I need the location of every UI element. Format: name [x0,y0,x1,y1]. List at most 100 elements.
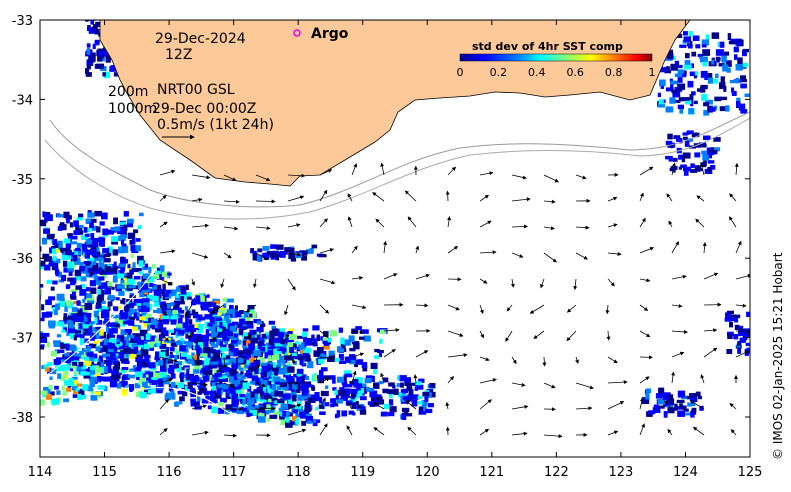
sst-cell [120,256,124,262]
sst-cell [231,377,238,384]
sst-cell [425,408,433,414]
sst-cell [107,229,114,235]
sst-cell [660,84,664,89]
sst-cell [80,370,86,376]
sst-cell [702,154,709,161]
sst-cell [117,227,125,234]
sst-cell [63,238,71,244]
sst-cell [240,354,246,358]
sst-cell [81,348,86,353]
sst-cell [683,36,691,42]
sst-cell [127,232,136,239]
sst-cell [162,346,167,352]
sst-cell [429,383,436,388]
sst-cell [197,314,203,321]
sst-cell [249,366,258,372]
sst-cell [266,417,270,422]
sst-cell [701,44,707,48]
sst-cell [102,72,106,77]
sst-cell [294,341,299,345]
sst-cell [666,49,673,55]
contour-1000m [44,117,750,220]
sst-cell [212,324,218,331]
sst-cell [167,272,172,276]
sst-cell [370,362,378,369]
sst-cell [244,336,252,340]
sst-cell [355,326,362,331]
sst-cell [318,254,327,258]
sst-cell [252,253,257,261]
sst-cell [380,329,387,335]
sst-cell [122,283,129,289]
sst-cell [102,228,109,236]
current-vector [703,347,718,358]
sst-cell [688,108,695,115]
x-tick-label: 118 [286,465,311,480]
sst-cell [689,71,698,77]
sst-cell [79,265,86,272]
sst-cell [260,371,265,379]
current-vector [319,304,330,314]
sst-cell [319,411,326,415]
sst-cell [283,351,289,357]
sst-cell [144,263,149,269]
current-vector [383,349,396,358]
sst-cell [367,401,373,406]
sst-cell [725,105,730,112]
sst-cell [389,392,393,399]
sst-cell [685,97,692,104]
sst-cell [216,384,222,388]
current-vector [319,377,330,384]
sst-cell [40,260,46,267]
sst-cell [131,308,138,315]
current-vector [666,193,673,202]
sst-cell [85,20,89,22]
sst-cell [116,284,125,289]
sst-cell [90,388,95,395]
sst-cell [79,230,83,235]
sst-cell [156,388,164,392]
sst-cell [682,132,688,136]
current-vector [159,169,176,176]
sst-cell [714,78,719,84]
sst-cell [190,374,194,381]
sst-cell [141,289,145,293]
current-vector [671,241,679,254]
sst-cell [726,349,733,354]
sst-cell [378,352,382,358]
sst-cell [710,147,715,153]
sst-cell [361,362,368,368]
sst-cell [301,391,308,396]
sst-cell [641,397,650,404]
current-vector [700,163,705,176]
sst-cell [50,258,54,264]
sst-cell [291,352,297,356]
colorbar-tick-label: 1 [649,66,656,79]
sst-cell [679,403,683,409]
sst-cell [121,389,128,396]
sst-cell [228,333,235,340]
sst-cell [356,392,363,399]
sst-cell [62,390,67,396]
sst-cell [214,392,222,399]
current-vector [607,278,615,287]
sst-cell [142,300,150,308]
sst-cell [688,31,693,37]
current-vector [383,328,400,333]
sst-cell [262,386,266,392]
sst-cell [401,413,407,420]
sst-cell [100,366,108,373]
sst-cell [268,388,276,394]
sst-cell [180,372,185,376]
sst-cell [229,368,237,375]
sst-cell [73,389,80,395]
sst-cell [380,411,388,417]
sst-cell [87,27,94,31]
sst-cell [127,374,135,379]
sst-cell [177,317,183,324]
sst-cell [739,337,746,343]
sst-cell [143,388,151,395]
sst-cell [322,337,328,341]
sst-cell [240,362,248,370]
sst-cell [135,357,142,362]
